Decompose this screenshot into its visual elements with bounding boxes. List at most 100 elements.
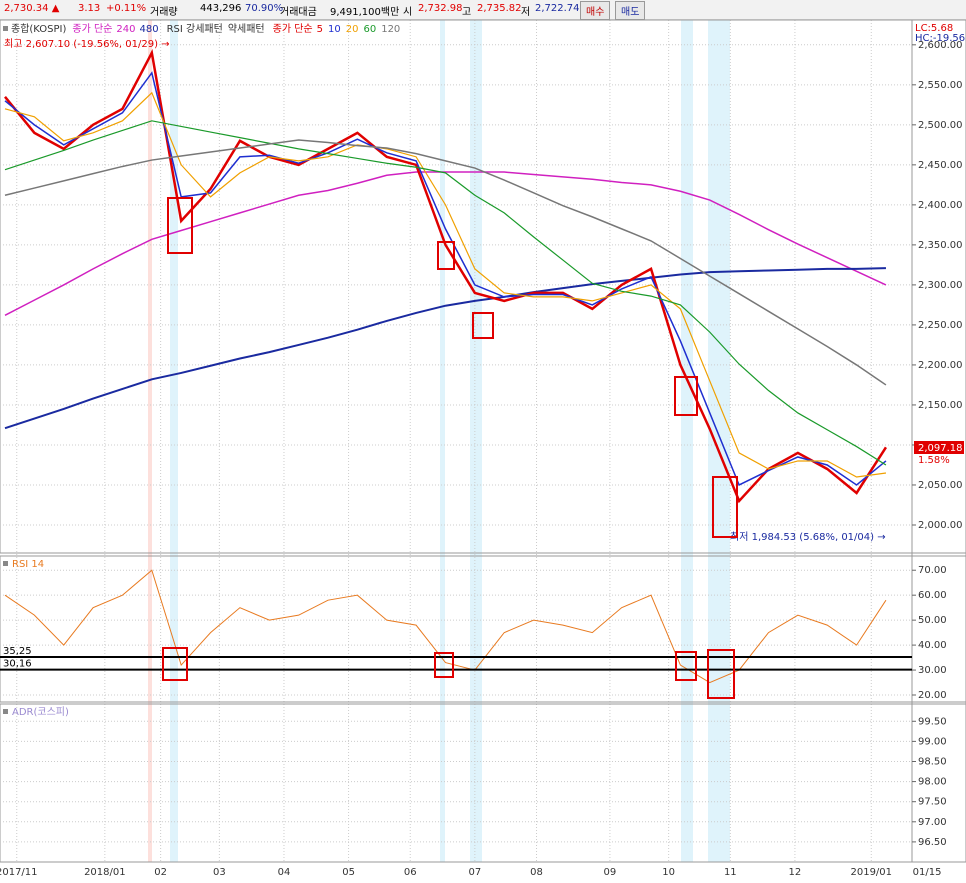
corner-label: HC:-19.56 xyxy=(915,33,965,44)
y-tick-label: 70.00 xyxy=(918,565,947,576)
x-tick-label: 02 xyxy=(154,867,167,878)
highlight-box xyxy=(167,197,193,254)
open: 2,732.98 xyxy=(418,3,463,14)
highlight-box xyxy=(434,652,454,678)
volume-label: 거래량 xyxy=(150,7,178,18)
x-tick-label: 2018/01 xyxy=(84,867,126,878)
panel-title: RSI 14 xyxy=(12,559,44,570)
x-tick-label: 10 xyxy=(662,867,675,878)
low: 2,722.74 xyxy=(535,3,580,14)
highlight-band xyxy=(148,20,152,862)
y-tick-label: 2,250.00 xyxy=(918,320,963,331)
y-tick-label: 99.50 xyxy=(918,716,947,727)
x-tick-label: 01/15 xyxy=(913,867,942,878)
highlight-box xyxy=(472,312,494,339)
highlight-band xyxy=(470,20,482,862)
highlight-band xyxy=(440,20,445,862)
highlight-box xyxy=(674,376,698,416)
ma-line xyxy=(4,71,887,487)
highlight-box xyxy=(712,476,738,538)
highlight-box xyxy=(707,649,735,699)
highlight-box xyxy=(162,647,188,681)
y-tick-label: 2,300.00 xyxy=(918,280,963,291)
high: 2,735.82 xyxy=(477,3,522,14)
volume: 443,296 xyxy=(200,3,242,14)
ma-line xyxy=(4,139,887,386)
x-tick-label: 06 xyxy=(404,867,417,878)
y-tick-label: 98.50 xyxy=(918,756,947,767)
y-tick-label: 2,550.00 xyxy=(918,80,963,91)
panel-frame xyxy=(0,555,966,703)
level-label: 30,16 xyxy=(3,659,32,670)
panel-marker xyxy=(3,709,8,714)
x-tick-label: 09 xyxy=(604,867,617,878)
y-tick-label: 2,000.00 xyxy=(918,520,963,531)
panel-marker xyxy=(3,561,8,566)
annotation: 최고 2,607.10 (-19.56%, 01/29) → xyxy=(4,38,170,50)
plot-bg xyxy=(0,20,912,862)
ma-line xyxy=(4,171,887,316)
y-tick-label: 97.00 xyxy=(918,817,947,828)
header-bar: 2,730.34 ▲ 3.13 +0.11% 거래량 443,296 70.90… xyxy=(0,0,966,20)
vol-pct: 70.90% xyxy=(245,3,284,14)
y-tick-label: 2,050.00 xyxy=(918,480,963,491)
y-tick-label: 2,200.00 xyxy=(918,360,963,371)
highlight-box xyxy=(437,241,455,270)
price: 2,730.34 ▲ xyxy=(4,3,60,14)
x-tick-label: 2019/01 xyxy=(850,867,892,878)
panel-frame xyxy=(0,20,966,554)
legend-entry: 종가 단순 xyxy=(273,23,313,35)
highlight-band xyxy=(681,20,693,862)
legend-entry: 240 xyxy=(116,24,135,35)
legend-entry: 종가 단순 xyxy=(72,23,112,35)
amount-label: 거래대금 xyxy=(280,7,317,18)
y-tick-label: 20.00 xyxy=(918,690,947,701)
panel-frame xyxy=(0,703,966,863)
legend-entry: 10 xyxy=(328,24,341,35)
ma-line xyxy=(4,48,888,504)
x-tick-label: 03 xyxy=(213,867,226,878)
x-tick-label: 12 xyxy=(789,867,802,878)
y-tick-label: 2,150.00 xyxy=(918,400,963,411)
y-tick-label: 97.50 xyxy=(918,797,947,808)
ma-line xyxy=(4,267,886,430)
corner-label: LC:5.68 xyxy=(915,23,953,34)
chart: 2017/11 2018/01 02 03 04 05 06 07 08 09 10 11 12 2019… xyxy=(0,20,966,878)
x-tick-label: 2017/11 xyxy=(0,867,38,878)
high-label: 고 xyxy=(462,7,472,18)
price-tag-pct: 1.58% xyxy=(918,455,950,466)
highlight-band xyxy=(708,20,730,862)
y-tick-label: 50.00 xyxy=(918,615,947,626)
open-label: 시 xyxy=(403,7,413,18)
annotation: 최저 1,984.53 (5.68%, 01/04) → xyxy=(730,531,886,543)
price-tag-label: 2,097.18 xyxy=(918,443,963,454)
y-tick-label: 2,400.00 xyxy=(918,200,963,211)
legend-entry: 60 xyxy=(363,24,376,35)
pct: +0.11% xyxy=(106,3,147,14)
legend-entry: 20 xyxy=(346,24,359,35)
low-label: 저 xyxy=(521,7,531,18)
y-tick-label: 98.00 xyxy=(918,777,947,788)
ma-line xyxy=(4,91,887,478)
level-label: 35,25 xyxy=(3,646,32,657)
legend-entry: 480 xyxy=(140,24,159,35)
panel-title: ADR(코스피) xyxy=(12,706,69,718)
legend-entry: 종합(KOSPI) xyxy=(11,23,67,35)
amount: 9,491,100백만 xyxy=(330,7,400,18)
legend-entry: 120 xyxy=(381,24,400,35)
x-tick-label: 07 xyxy=(468,867,481,878)
change: 3.13 xyxy=(78,3,101,14)
sell-button[interactable]: 매도 xyxy=(615,1,646,20)
ma-line xyxy=(4,120,887,466)
y-tick-label: 40.00 xyxy=(918,640,947,651)
legend-marker xyxy=(3,26,8,31)
y-tick-label: 2,450.00 xyxy=(918,160,963,171)
highlight-band xyxy=(170,20,178,862)
x-tick-label: 11 xyxy=(724,867,737,878)
buy-button[interactable]: 매수 xyxy=(580,1,611,20)
legend-entry: 5 xyxy=(317,24,323,35)
x-tick-label: 05 xyxy=(342,867,355,878)
y-tick-label: 2,350.00 xyxy=(918,240,963,251)
legend-entry: RSI 강세패턴 xyxy=(167,23,223,35)
